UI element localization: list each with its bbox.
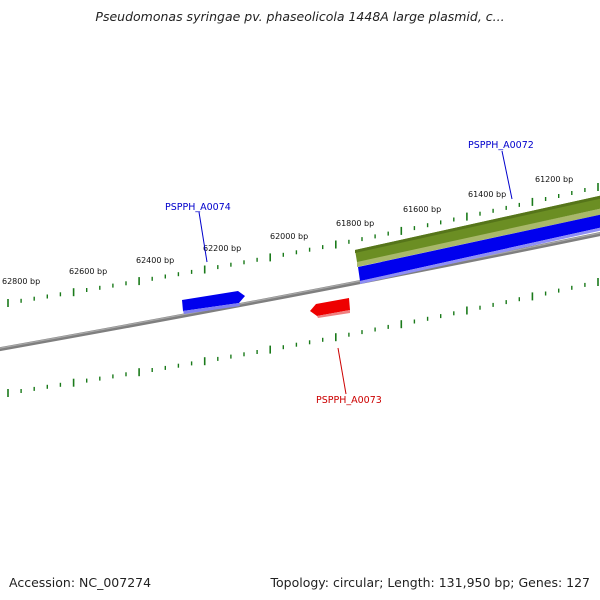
cds-PSPPH_A0073-shadow <box>317 310 350 318</box>
scale-label-62400: 62400 bp <box>136 256 174 265</box>
scale-label-61200: 61200 bp <box>535 175 573 184</box>
cds-PSPPH_A0072 <box>358 214 600 281</box>
backbone-arc-highlight <box>0 232 600 349</box>
scale-label-61400: 61400 bp <box>468 190 506 199</box>
gc-band <box>355 195 600 262</box>
map-title: Pseudomonas syringae pv. phaseolicola 14… <box>95 9 505 24</box>
scale-labels: 61200 bp 61400 bp 61600 bp 61800 bp 6200… <box>2 175 573 286</box>
topology-summary: Topology: circular; Length: 131,950 bp; … <box>270 575 591 590</box>
gene-label-PSPPH_A0074: PSPPH_A0074 <box>165 202 231 213</box>
gene-label-PSPPH_A0072: PSPPH_A0072 <box>468 140 534 151</box>
scale-label-62800: 62800 bp <box>2 277 40 286</box>
scale-label-62200: 62200 bp <box>203 244 241 253</box>
outer-scale-ring <box>7 183 599 307</box>
scale-label-62600: 62600 bp <box>69 267 107 276</box>
scale-label-61800: 61800 bp <box>336 219 374 228</box>
scale-label-62000: 62000 bp <box>270 232 308 241</box>
inner-scale-ring <box>7 278 599 397</box>
leader-PSPPH_A0074 <box>198 211 208 263</box>
gene-label-PSPPH_A0073: PSPPH_A0073 <box>316 395 382 406</box>
cds-PSPPH_A0074 <box>182 291 245 311</box>
gc-band-shadow <box>357 208 600 267</box>
cds-PSPPH_A0073 <box>310 298 350 316</box>
cds-PSPPH_A0074-shadow <box>183 303 240 314</box>
scale-label-61600: 61600 bp <box>403 205 441 214</box>
accession-text: Accession: NC_007274 <box>9 575 152 590</box>
gc-band-top <box>355 195 600 253</box>
cds-PSPPH_A0072-shadow <box>360 227 600 284</box>
leader-PSPPH_A0072 <box>501 150 513 200</box>
backbone-arc <box>0 232 600 352</box>
leader-PSPPH_A0073 <box>337 347 347 395</box>
